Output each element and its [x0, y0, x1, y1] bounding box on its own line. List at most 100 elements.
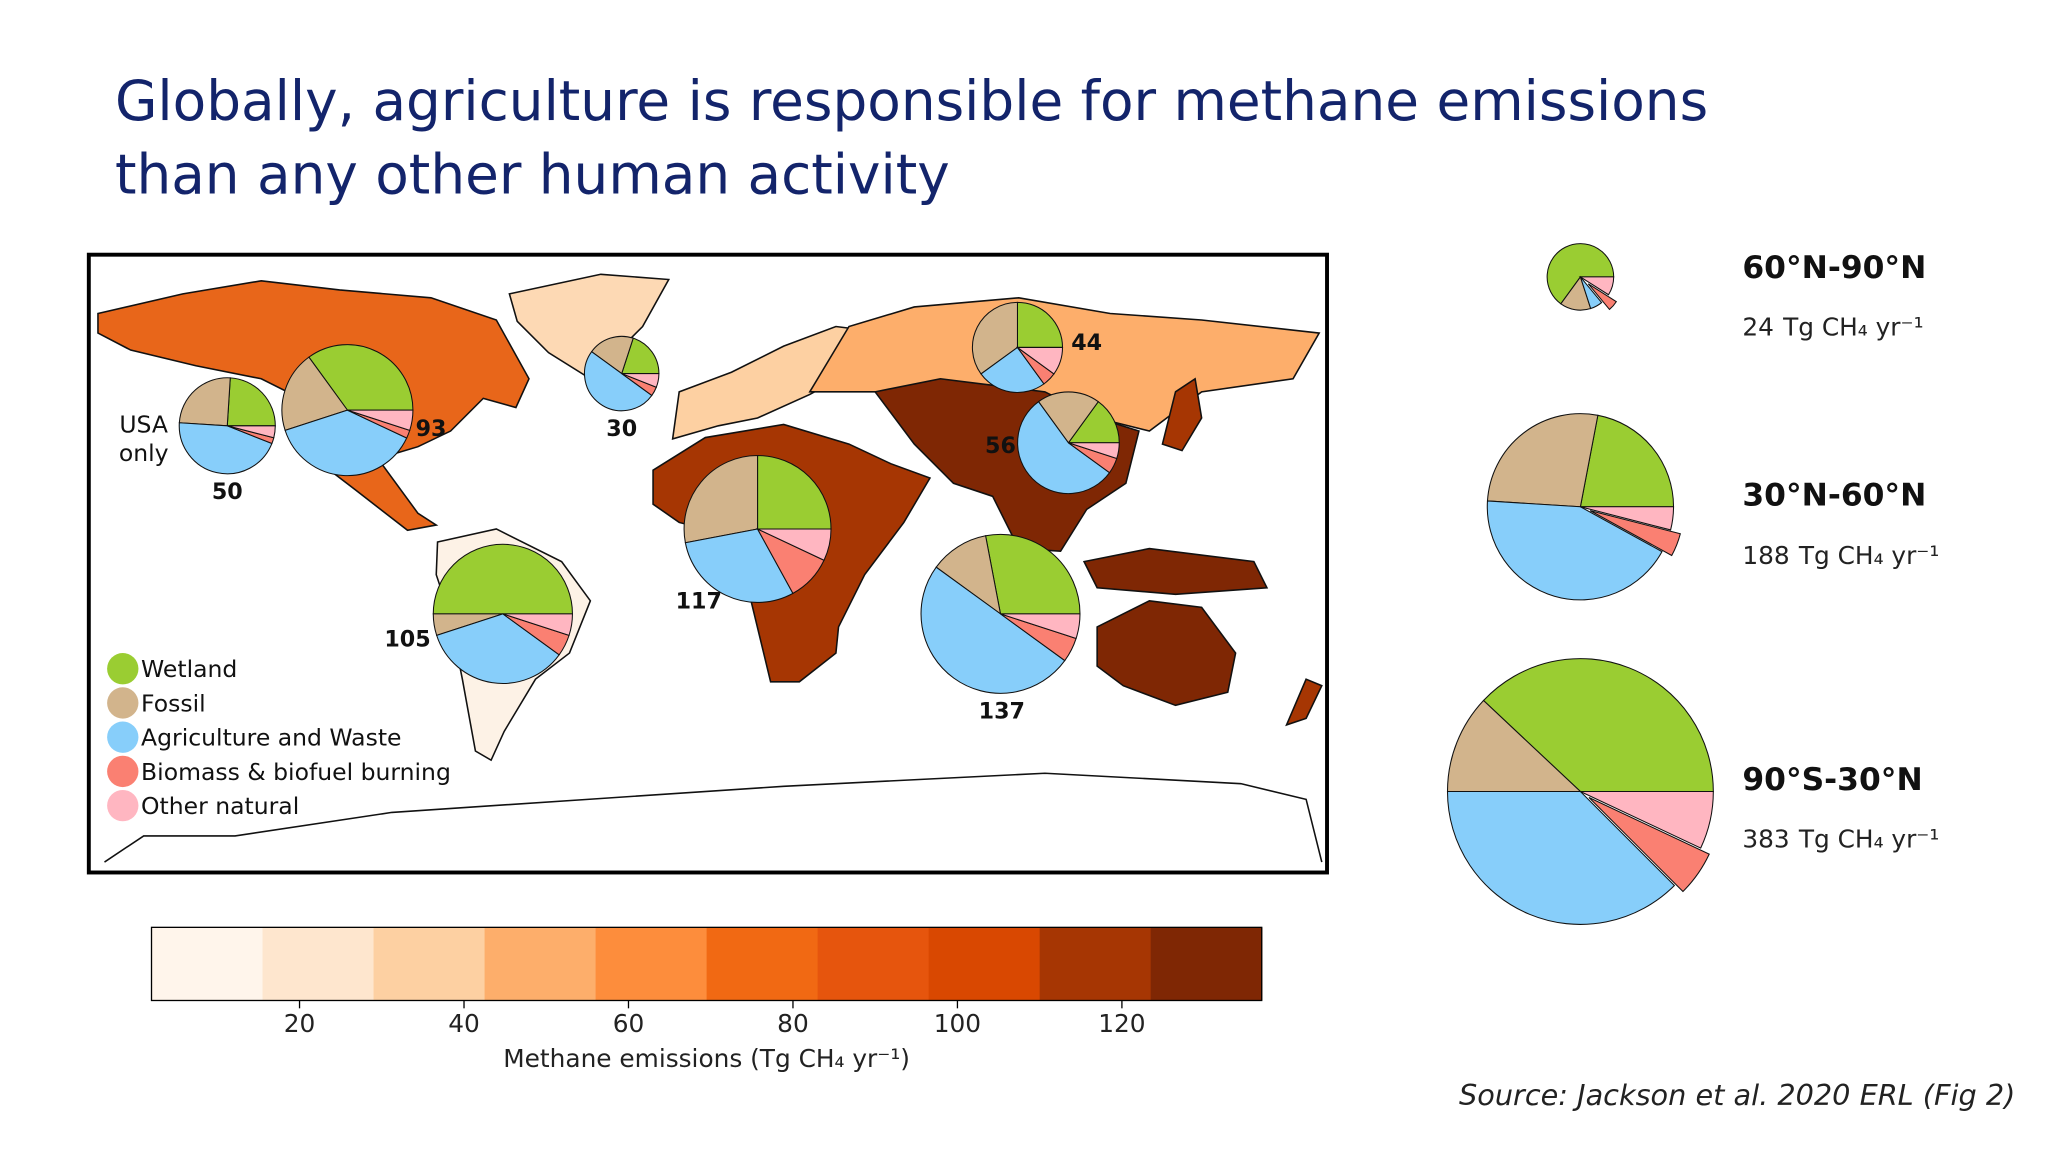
pie-wedge — [178, 377, 231, 427]
band-total: 24 Tg CH₄ yr⁻¹ — [1742, 313, 1923, 342]
legend-swatch — [107, 755, 139, 788]
region-total: 117 — [676, 589, 722, 615]
legend-label: Fossil — [141, 689, 206, 717]
region-note: USA — [119, 410, 168, 438]
band-total-value: 24 — [1742, 313, 1774, 342]
region-total: 105 — [384, 627, 430, 653]
colorbar-bin — [484, 927, 597, 1001]
region-total: 30 — [606, 416, 637, 442]
legend-label: Biomass & biofuel burning — [141, 758, 451, 786]
band-total-unit: Tg CH₄ yr⁻¹ — [1798, 825, 1939, 854]
legend-label: Other natural — [141, 792, 299, 820]
pie-wedge — [971, 301, 1018, 375]
band-label: 60°N-90°N — [1742, 250, 1926, 286]
colorbar-tick-label: 60 — [613, 1009, 645, 1038]
pie-wedge — [308, 344, 414, 411]
region-total: 50 — [212, 479, 243, 505]
pie-wedge — [284, 409, 408, 477]
pie-wedge — [178, 422, 273, 475]
pie-wedge — [1579, 276, 1603, 310]
band-total-unit: Tg CH₄ yr⁻¹ — [1782, 313, 1923, 342]
pie-wedge — [621, 373, 660, 388]
pie-wedge — [1486, 413, 1599, 508]
pie-wedge — [1580, 790, 1714, 849]
colorbar-bin — [262, 927, 375, 1001]
band-total-value: 188 — [1742, 541, 1789, 570]
source: Source: Jackson et al. 2020 ERL (Fig 2) — [1459, 1078, 2015, 1112]
colorbar-tick-label: 100 — [934, 1009, 981, 1038]
japan — [1161, 377, 1203, 452]
band-total-value: 383 — [1742, 825, 1789, 854]
colorbar-tick-label: 80 — [777, 1009, 809, 1038]
pie-wedge — [935, 535, 1002, 616]
pie-wedge — [584, 350, 653, 412]
pie-wedge — [1580, 506, 1675, 531]
pie-wedge — [1588, 797, 1710, 893]
colorbar-bin — [373, 927, 486, 1001]
colorbar-label: Methane emissions (Tg CH₄ yr⁻¹) — [503, 1044, 910, 1073]
colorbar-bin — [706, 927, 819, 1001]
pie-wedge — [1016, 301, 1064, 348]
colorbar-bin — [928, 927, 1041, 1001]
legend-swatch — [107, 653, 139, 685]
antarctica — [104, 772, 1323, 863]
pie-wedge — [1579, 414, 1675, 508]
pie-wedge — [1037, 391, 1100, 444]
pie-wedge — [980, 346, 1045, 393]
pie-wedge — [1486, 500, 1663, 601]
colorbar-bin — [1039, 927, 1152, 1001]
pie-wedge — [502, 613, 573, 637]
colorbar-bin — [151, 927, 264, 1001]
legend-label: Agriculture and Waste — [141, 724, 401, 752]
pie-wedge — [1578, 276, 1615, 296]
pie-wedge — [226, 377, 276, 427]
region-total: 93 — [416, 416, 447, 442]
pie-wedge — [757, 528, 832, 561]
pie-wedge — [1482, 658, 1714, 793]
pie-wedge — [227, 425, 276, 439]
band-total: 188 Tg CH₄ yr⁻¹ — [1742, 541, 1939, 570]
band-total: 383 Tg CH₄ yr⁻¹ — [1742, 825, 1939, 854]
band-label: 30°N-60°N — [1742, 477, 1926, 513]
indonesia — [1082, 547, 1269, 596]
legend-label: Wetland — [141, 655, 237, 683]
legend: Wetland Fossil Agriculture and Waste Biomas… — [107, 653, 451, 822]
colorbar-frame — [150, 926, 1263, 1002]
pie-wedge — [920, 566, 1066, 694]
colorbar-bin — [595, 927, 708, 1001]
pie-wedge — [436, 613, 560, 684]
legend-swatch — [107, 721, 139, 753]
pie-wedge — [590, 335, 634, 375]
region-total: 137 — [979, 698, 1025, 724]
pie-wedge — [347, 409, 414, 432]
pie-wedge — [683, 454, 759, 544]
pie-wedge — [1015, 346, 1064, 375]
legend-swatch — [107, 789, 139, 822]
pie-wedge — [1017, 400, 1111, 495]
pie-wedge — [1587, 283, 1618, 311]
pie-wedge — [1546, 243, 1615, 305]
region-total: 56 — [985, 433, 1016, 459]
pie-wedge — [432, 543, 573, 615]
pie-wedge — [1446, 790, 1676, 925]
colorbar-tick-label: 40 — [448, 1009, 480, 1038]
new-zealand — [1285, 678, 1323, 727]
pie-wedge — [1589, 510, 1681, 557]
band-label: 90°S-30°N — [1742, 762, 1922, 798]
latitude-pies: 60°N-90°N 24 Tg CH₄ yr⁻¹ 30°N-60°N 188 Tg CH₄… — [1446, 243, 1939, 925]
colorbar-tick-label: 20 — [284, 1009, 316, 1038]
colorbar-bin — [1150, 927, 1263, 1001]
legend-swatch — [107, 687, 139, 719]
pie-wedge — [281, 356, 349, 432]
title-line: than any other human activity — [115, 142, 950, 206]
pie-wedge — [1446, 699, 1582, 793]
pie-wedge — [684, 528, 794, 603]
colorbar: 20 40 60 80 100 120 Methane emissions (Tg CH₄ … — [150, 926, 1263, 1073]
australia — [1096, 600, 1237, 707]
pie-wedge — [757, 454, 832, 530]
region-note: only — [119, 439, 169, 467]
pie-wedge — [984, 533, 1081, 615]
